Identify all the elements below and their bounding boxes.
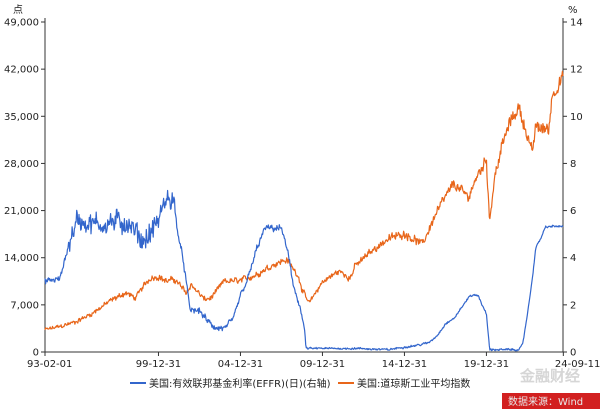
- left-tick-label: 14,000: [4, 253, 39, 264]
- x-axis-ticks: 93-02-01 99-12-31 04-12-31 09-12-31 14-12-31…: [27, 352, 600, 370]
- plot-area: 0 7,000 14,000 21,000 28,000 35,000 42,000 49,0…: [4, 18, 600, 371]
- right-tick-label: 4: [570, 253, 576, 264]
- left-tick-label: 49,000: [4, 18, 39, 29]
- right-tick-label: 6: [570, 206, 576, 217]
- x-tick-label: 19-12-31: [464, 359, 509, 370]
- x-tick-label: 14-12-31: [382, 359, 427, 370]
- left-tick-label: 42,000: [4, 65, 39, 76]
- left-tick-label: 7,000: [10, 300, 39, 311]
- x-tick-label: 24-09-11: [555, 359, 600, 370]
- right-tick-label: 14: [570, 18, 583, 29]
- legend: 美国:有效联邦基金利率(EFFR)(日)(右轴) 美国:道琼斯工业平均指数: [130, 377, 470, 390]
- x-tick-label: 09-12-31: [300, 359, 345, 370]
- left-tick-label: 0: [33, 348, 39, 359]
- x-tick-label: 99-12-31: [136, 359, 181, 370]
- right-tick-label: 0: [570, 348, 576, 359]
- right-tick-label: 10: [570, 112, 583, 123]
- x-tick-label: 93-02-01: [27, 359, 72, 370]
- watermark: 金融财经: [519, 367, 580, 385]
- series-line-effr: [44, 189, 564, 352]
- legend-label-dow: 美国:道琼斯工业平均指数: [357, 377, 470, 390]
- legend-label-effr: 美国:有效联邦基金利率(EFFR)(日)(右轴): [149, 377, 331, 390]
- left-axis-unit: 点: [13, 4, 23, 16]
- right-axis-ticks: 0 2 4 6 8 10 12 14: [563, 18, 583, 359]
- left-tick-label: 35,000: [4, 112, 39, 123]
- right-axis-unit: %: [568, 5, 578, 16]
- source-text: 数据来源：Wind: [508, 395, 583, 408]
- series-layer: [44, 70, 564, 352]
- left-axis-ticks: 0 7,000 14,000 21,000 28,000 35,000 42,000 49,0…: [4, 18, 45, 359]
- x-tick-label: 04-12-31: [218, 359, 263, 370]
- source-badge: [502, 393, 600, 409]
- series-line-dow: [44, 70, 564, 331]
- right-tick-label: 12: [570, 65, 583, 76]
- left-tick-label: 21,000: [4, 206, 39, 217]
- right-tick-label: 8: [570, 159, 576, 170]
- right-tick-label: 2: [570, 300, 576, 311]
- left-tick-label: 28,000: [4, 159, 39, 170]
